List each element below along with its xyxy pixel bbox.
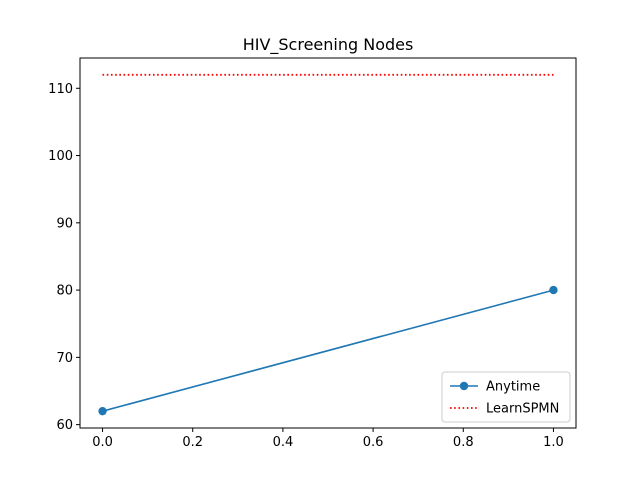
plot-frame — [79, 57, 577, 429]
y-tick-label: 60 — [56, 418, 73, 433]
legend-entry: Anytime — [450, 380, 540, 395]
x-tick-label: 0.0 — [92, 435, 113, 450]
legend-label: LearnSPMN — [486, 402, 559, 417]
x-tick-label: 0.6 — [363, 435, 384, 450]
legend-marker — [459, 381, 469, 391]
data-point — [98, 406, 107, 416]
legend: Anytime LearnSPMN — [441, 371, 571, 423]
x-tick-label: 0.2 — [182, 435, 203, 450]
legend-entry: LearnSPMN — [450, 402, 559, 417]
x-axis: 0.0 0.2 0.4 0.6 0.8 1.0 — [92, 428, 564, 450]
x-tick-label: 1.0 — [543, 435, 564, 450]
y-axis: 60 70 80 90 100 110 — [48, 82, 80, 433]
series-layer — [98, 73, 558, 416]
x-tick-label: 0.4 — [273, 435, 294, 450]
series-line — [102, 289, 554, 412]
legend-box — [441, 371, 571, 423]
y-tick-label: 100 — [48, 149, 73, 164]
y-tick-label: 80 — [56, 284, 73, 299]
legend-label: Anytime — [486, 380, 540, 395]
y-tick-label: 90 — [56, 216, 73, 231]
data-point — [549, 285, 558, 295]
chart-title: HIV_Screening Nodes — [243, 35, 414, 55]
y-tick-label: 70 — [56, 351, 73, 366]
y-tick-label: 110 — [48, 82, 73, 97]
series-anytime — [98, 285, 558, 416]
x-tick-label: 0.8 — [453, 435, 474, 450]
